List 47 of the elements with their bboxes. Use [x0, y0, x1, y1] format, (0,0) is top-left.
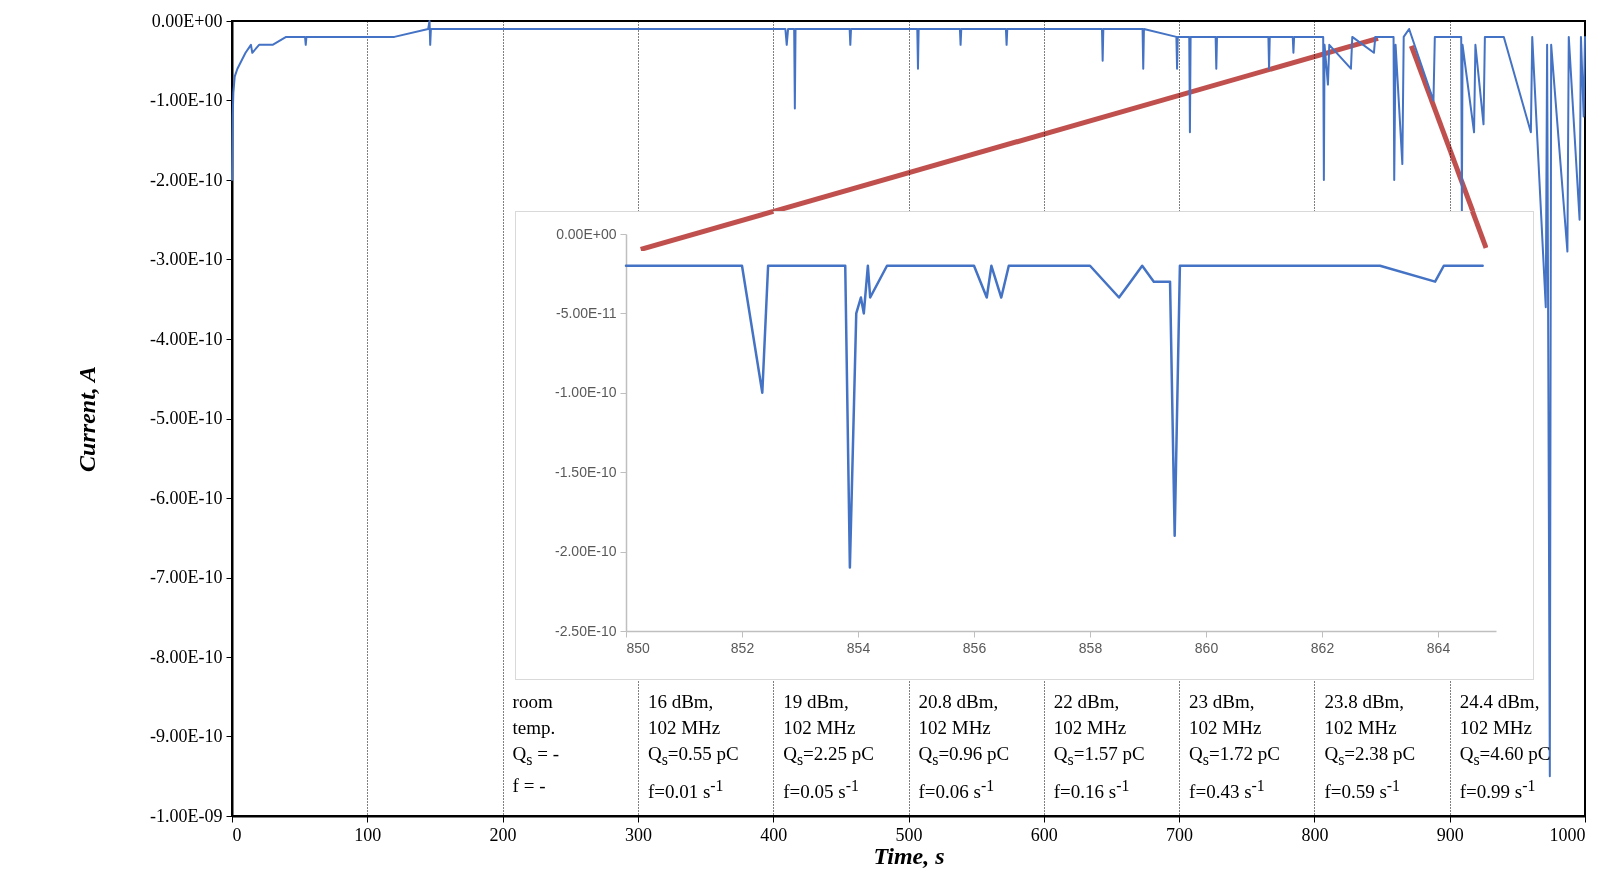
annotation: 23.8 dBm, 102 MHz Q$_{s}$=2.38 pC f=0.59 s$^{-1}$: [1324, 689, 1416, 804]
x-tick-label: 864: [1426, 639, 1451, 656]
x-tick-label: 700: [1166, 824, 1194, 845]
y-tick-label: -7.00E-10: [150, 567, 223, 587]
x-tick-label: 858: [1078, 639, 1103, 656]
y-tick-label: -2.00E-10: [150, 169, 223, 190]
x-tick-label: 800: [1301, 824, 1329, 845]
y-axis-title: Current, A: [74, 366, 101, 472]
annotation: 19 dBm, 102 MHz Q$_{s}$=2.25 pC f=0.05 s$^{-1}$: [783, 689, 874, 804]
line-series: [624, 264, 1484, 569]
y-tick-label: -1.50E-10: [555, 463, 617, 480]
annotation: room temp. Q$_{s}$ = - f = -: [512, 689, 560, 798]
x-tick-label: 860: [1194, 639, 1219, 656]
x-tick-label: 200: [489, 824, 517, 845]
x-tick-label: 900: [1436, 824, 1464, 845]
x-tick-label: 850: [626, 639, 651, 656]
x-axis-title: Time, s: [873, 842, 945, 869]
annotation: 23 dBm, 102 MHz Q$_{s}$=1.72 pC f=0.43 s$^{-1}$: [1189, 689, 1280, 804]
annotation: 22 dBm, 102 MHz Q$_{s}$=1.57 pC f=0.16 s$^{-1}$: [1053, 689, 1145, 804]
x-tick-label: 500: [895, 824, 923, 845]
x-tick-label: 856: [962, 639, 987, 656]
y-tick-label: -1.00E-10: [555, 384, 617, 401]
x-tick-label: 0: [232, 824, 242, 845]
y-tick-label: 0.00E+00: [151, 10, 223, 31]
x-tick-label: 400: [760, 824, 788, 845]
y-tick-label: -8.00E-10: [150, 646, 223, 667]
x-tick-label: 854: [846, 639, 871, 656]
annotation: 16 dBm, 102 MHz Q$_{s}$=0.55 pC f=0.01 s$^{-1}$: [647, 689, 739, 804]
y-tick-label: -1.00E-10: [150, 90, 223, 110]
y-tick-label: -3.00E-10: [150, 249, 223, 269]
y-tick-label: -5.00E-11: [556, 304, 617, 321]
y-tick-label: -2.00E-10: [555, 543, 617, 560]
x-tick-label: 862: [1310, 639, 1335, 656]
x-tick-label: 852: [730, 639, 755, 656]
x-tick-label: 1000: [1549, 824, 1586, 845]
y-tick-label: -5.00E-10: [150, 408, 223, 428]
y-tick-label: -1.00E-09: [150, 805, 223, 826]
annotation: 20.8 dBm, 102 MHz Q$_{s}$=0.96 pC f=0.06 s$^{-1}$: [918, 689, 1010, 804]
y-tick-label: -6.00E-10: [150, 487, 223, 508]
x-tick-label: 100: [354, 824, 382, 845]
line-series: [231, 20, 1586, 778]
y-tick-label: -4.00E-10: [150, 328, 223, 349]
x-tick-label: 600: [1030, 824, 1058, 845]
y-tick-label: -9.00E-10: [150, 726, 223, 746]
y-tick-label: 0.00E+00: [556, 225, 617, 242]
y-tick-label: -2.50E-10: [555, 622, 617, 639]
x-tick-label: 300: [624, 824, 652, 845]
